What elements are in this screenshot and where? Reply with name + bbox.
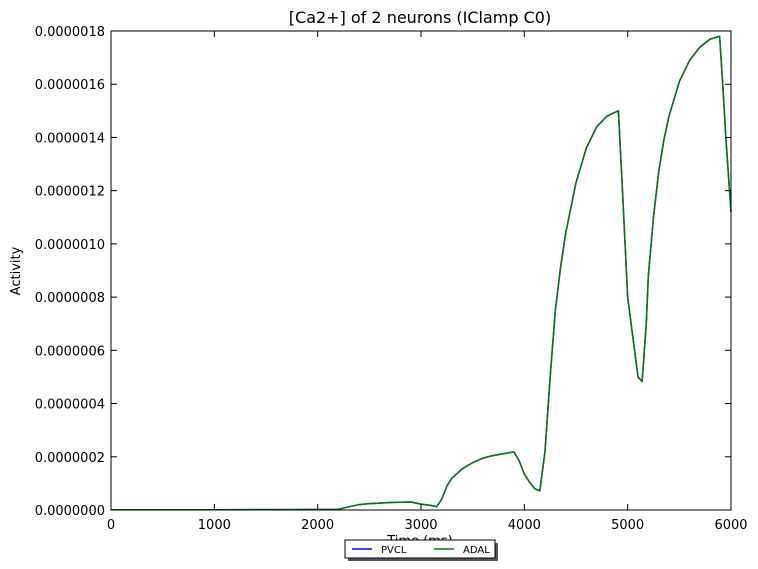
x-tick-label: 1000 (198, 518, 231, 533)
x-tick-label: 0 (107, 518, 115, 533)
x-axis: 0 1000 2000 3000 4000 5000 6000 (107, 31, 748, 533)
x-tick-label: 6000 (714, 518, 747, 533)
y-axis: 0.0000000 0.0000002 0.0000004 0.0000006 0.00… (35, 25, 731, 519)
y-tick-label: 0.0000014 (35, 131, 105, 146)
legend-label-adal: ADAL (463, 545, 490, 556)
y-tick-label: 0.0000010 (35, 238, 105, 253)
y-tick-label: 0.0000012 (35, 185, 105, 200)
y-tick-label: 0.0000002 (35, 451, 105, 466)
y-tick-label: 0.0000004 (35, 398, 105, 413)
y-tick-label: 0.0000000 (35, 504, 105, 519)
x-tick-label: 3000 (404, 518, 437, 533)
y-tick-label: 0.0000018 (35, 25, 105, 40)
y-tick-label: 0.0000016 (35, 78, 105, 93)
plot-frame (110, 30, 732, 511)
legend: PVCL ADAL (344, 539, 498, 561)
x-tick-label: 5000 (611, 518, 644, 533)
series-layer (111, 35, 732, 511)
series-line-pvcl (111, 35, 732, 511)
legend-label-pvcl: PVCL (381, 545, 407, 556)
x-tick-label: 4000 (508, 518, 541, 533)
x-tick-label: 2000 (301, 518, 334, 533)
series-line-adal (111, 35, 732, 511)
chart-title: [Ca2+] of 2 neurons (IClamp C0) (289, 8, 551, 27)
y-axis-label: Activity (9, 246, 24, 295)
legend-box (344, 539, 496, 559)
y-tick-label: 0.0000008 (35, 291, 105, 306)
y-tick-label: 0.0000006 (35, 344, 105, 359)
